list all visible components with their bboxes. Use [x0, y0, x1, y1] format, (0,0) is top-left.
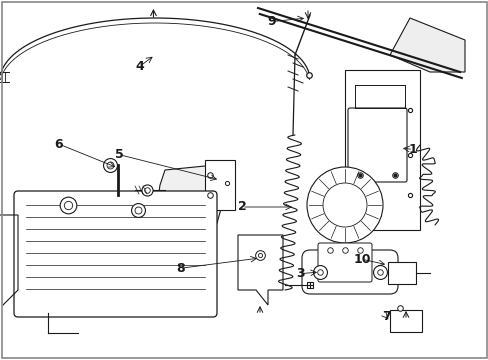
Polygon shape	[155, 165, 224, 245]
FancyBboxPatch shape	[302, 250, 397, 294]
FancyBboxPatch shape	[317, 243, 371, 282]
Text: 9: 9	[266, 15, 275, 28]
Text: 7: 7	[381, 310, 390, 323]
Text: 6: 6	[54, 138, 63, 150]
Text: 2: 2	[237, 201, 246, 213]
Text: 4: 4	[135, 60, 143, 73]
Text: 1: 1	[408, 143, 417, 156]
Text: 8: 8	[176, 262, 185, 275]
FancyBboxPatch shape	[387, 262, 415, 284]
Text: 10: 10	[352, 253, 370, 266]
Polygon shape	[389, 18, 464, 72]
Polygon shape	[238, 235, 283, 305]
Text: 3: 3	[296, 267, 305, 280]
Text: 5: 5	[115, 148, 124, 161]
FancyBboxPatch shape	[14, 191, 217, 317]
FancyBboxPatch shape	[389, 310, 421, 332]
Circle shape	[306, 167, 382, 243]
FancyBboxPatch shape	[347, 108, 406, 182]
Circle shape	[323, 183, 366, 227]
FancyBboxPatch shape	[204, 160, 235, 210]
Polygon shape	[345, 70, 419, 230]
